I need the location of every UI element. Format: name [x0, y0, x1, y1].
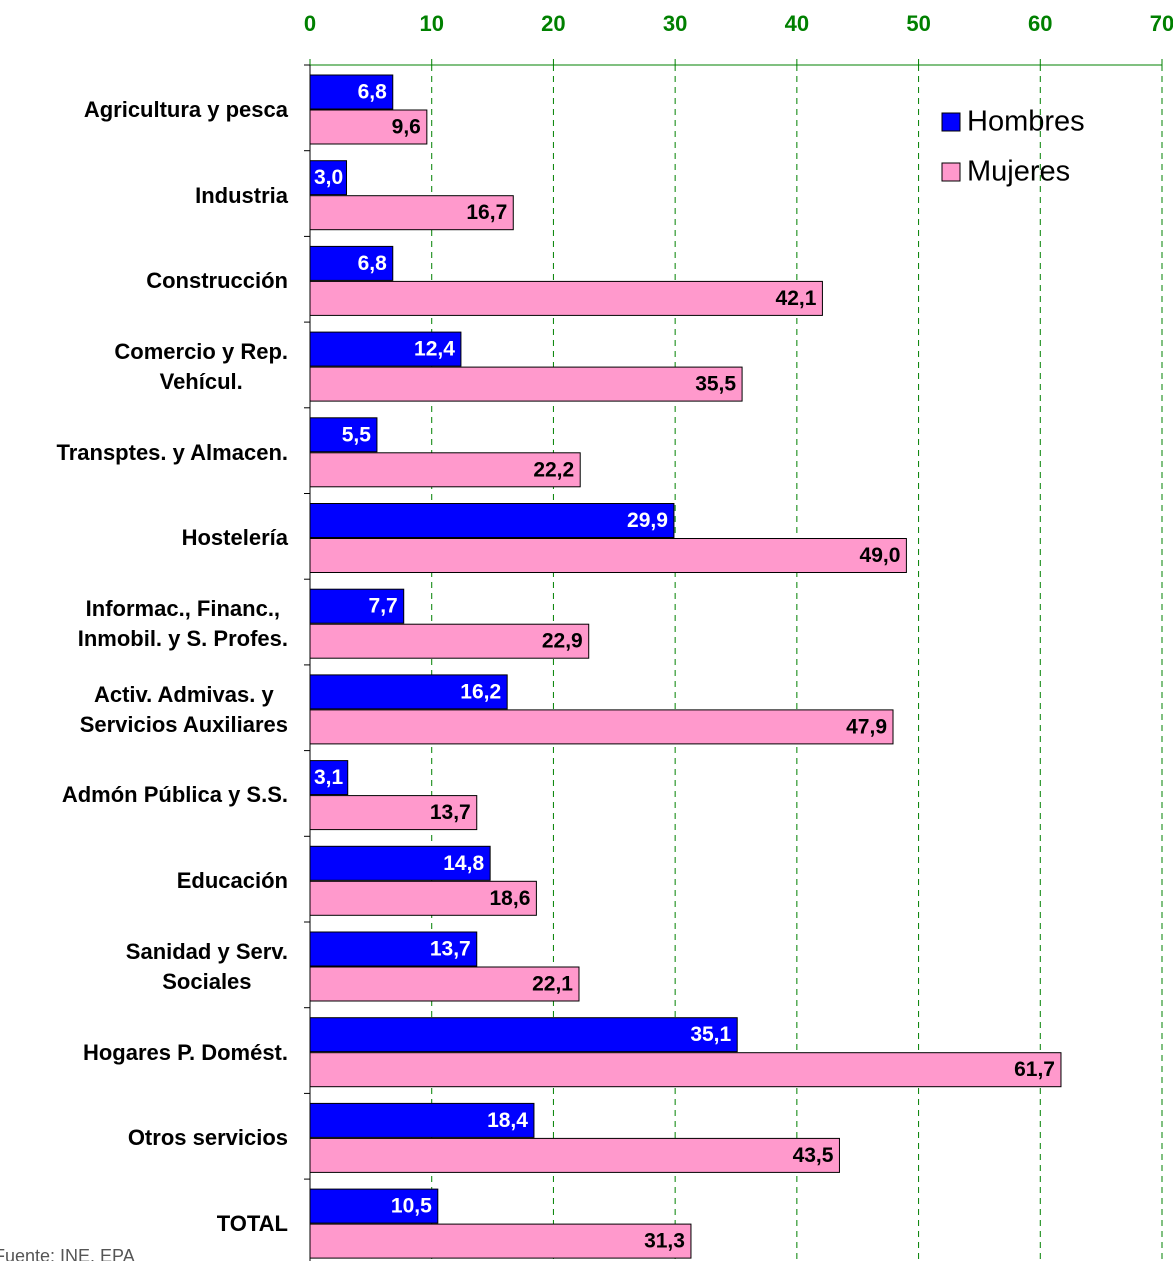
- source: Fuente: INE. EPA: [0, 1246, 135, 1261]
- legend-swatch: [941, 112, 961, 132]
- bar: [309, 417, 378, 453]
- y-tick-label: Educación: [176, 868, 288, 894]
- y-tick-label: Comercio y Rep. Vehícul.: [114, 338, 288, 394]
- value-label: 10,5: [391, 1195, 432, 1218]
- y-tick-label: TOTAL: [216, 1210, 288, 1236]
- value-label: 18,4: [487, 1109, 528, 1132]
- value-label: 22,2: [533, 458, 574, 481]
- value-label: 31,3: [644, 1230, 685, 1253]
- bar: [309, 538, 907, 573]
- value-label: 13,7: [430, 938, 471, 961]
- y-tick-label: Admón Pública y S.S.: [61, 782, 288, 808]
- x-tick-label: 50: [906, 11, 930, 36]
- value-label: 6,8: [358, 81, 388, 104]
- x-tick-label: 30: [663, 11, 687, 36]
- x-tick-label: 10: [419, 11, 443, 36]
- bar: [309, 795, 478, 831]
- value-label: 29,9: [627, 509, 668, 532]
- value-label: 7,7: [369, 595, 398, 618]
- value-label: 49,0: [860, 544, 901, 567]
- bar: [309, 1052, 1062, 1088]
- y-tick-label: Agricultura y pesca: [83, 96, 288, 122]
- value-label: 6,8: [358, 252, 388, 275]
- value-label: 3,1: [314, 766, 344, 789]
- x-tick-label: 70: [1150, 11, 1173, 36]
- value-label: 13,7: [430, 801, 471, 824]
- bar: [309, 195, 514, 231]
- bar: [309, 966, 580, 1002]
- y-tick-label: Transptes. y Almacen.: [56, 439, 288, 465]
- bar: [309, 280, 823, 316]
- value-label: 47,9: [846, 715, 887, 738]
- bar: [309, 74, 394, 110]
- value-label: 35,1: [690, 1023, 731, 1046]
- value-label: 43,5: [793, 1144, 834, 1167]
- x-tick-label: 0: [304, 11, 316, 36]
- bar: [309, 366, 743, 402]
- value-label: 22,1: [532, 973, 573, 996]
- bar: [309, 709, 894, 745]
- bar: [309, 760, 349, 796]
- y-tick-label: Sanidad y Serv. Sociales: [125, 938, 288, 994]
- value-label: 35,5: [695, 373, 736, 396]
- bar: [309, 452, 581, 488]
- bar: [309, 880, 537, 916]
- bar: [309, 1137, 840, 1173]
- bar: [309, 331, 462, 367]
- bar: [309, 245, 394, 281]
- x-tick-label: 20: [541, 11, 565, 36]
- bar: [309, 845, 491, 881]
- value-label: 3,0: [314, 166, 343, 189]
- value-label: 14,8: [443, 852, 484, 875]
- bar: [309, 1188, 439, 1224]
- value-label: 16,7: [466, 201, 507, 224]
- y-tick-label: Hogares P. Domést.: [82, 1039, 288, 1065]
- value-label: 16,2: [460, 680, 501, 703]
- legend-label: Mujeres: [967, 156, 1070, 188]
- bar: [309, 674, 508, 710]
- value-label: 9,6: [392, 116, 421, 139]
- y-tick-label: Informac., Financ., Inmobil. y S. Profes…: [77, 596, 288, 652]
- bar: [309, 931, 478, 967]
- y-tick-label: Activ. Admivas. y Servicios Auxiliares: [79, 681, 288, 737]
- x-tick-label: 40: [785, 11, 809, 36]
- bar: [309, 1017, 738, 1053]
- bar: [309, 1223, 692, 1259]
- value-label: 12,4: [414, 338, 455, 361]
- x-tick-label: 60: [1028, 11, 1052, 36]
- legend-label: Hombres: [967, 106, 1085, 138]
- y-tick-label: Construcción: [146, 268, 288, 294]
- legend-swatch: [941, 162, 961, 182]
- y-tick-label: Otros servicios: [127, 1125, 288, 1151]
- value-label: 61,7: [1014, 1058, 1055, 1081]
- bar: [309, 588, 405, 624]
- value-label: 22,9: [542, 630, 583, 653]
- value-label: 18,6: [490, 887, 531, 910]
- bar: [309, 1102, 535, 1138]
- bar: [309, 623, 590, 659]
- bar: [309, 160, 348, 196]
- bar: [309, 503, 675, 538]
- y-tick-label: Hostelería: [181, 525, 288, 551]
- value-label: 5,5: [342, 423, 372, 446]
- bar: [309, 109, 428, 145]
- value-label: 42,1: [776, 287, 817, 310]
- y-tick-label: Industria: [195, 182, 288, 208]
